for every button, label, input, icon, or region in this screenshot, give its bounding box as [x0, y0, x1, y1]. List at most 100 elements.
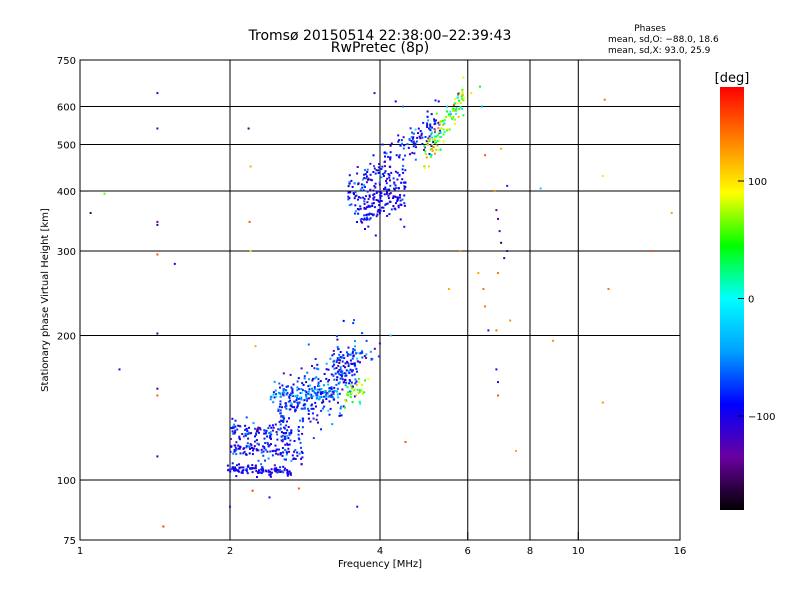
data-point	[317, 381, 320, 384]
data-point	[267, 470, 270, 473]
data-point	[267, 457, 270, 460]
data-point	[359, 196, 362, 199]
data-point	[450, 115, 453, 118]
data-point	[299, 396, 302, 399]
data-point	[297, 397, 300, 400]
data-point	[354, 210, 357, 213]
data-point	[339, 356, 342, 359]
data-point	[248, 426, 250, 429]
data-point	[334, 372, 337, 375]
data-point	[279, 409, 282, 412]
y-tick-label: 300	[57, 247, 76, 258]
data-point	[278, 391, 281, 394]
data-point	[347, 198, 350, 201]
data-point	[480, 105, 483, 108]
data-point	[339, 373, 342, 376]
data-point	[320, 395, 323, 398]
data-point	[401, 142, 403, 145]
data-point	[156, 127, 159, 130]
data-point	[438, 129, 441, 132]
data-point	[377, 208, 380, 211]
data-point	[297, 433, 300, 436]
data-point	[245, 416, 248, 419]
data-point	[372, 189, 375, 192]
data-point	[270, 468, 273, 471]
data-point	[279, 471, 282, 473]
x-tick-label: 16	[674, 546, 687, 557]
data-point	[235, 475, 238, 478]
data-point	[431, 136, 434, 139]
data-point	[435, 141, 437, 144]
data-point	[414, 145, 417, 147]
data-point	[332, 360, 335, 363]
data-point	[256, 476, 258, 478]
data-point	[399, 199, 402, 202]
data-point	[601, 175, 604, 177]
legend-heading: Phases	[634, 24, 666, 34]
data-point	[373, 92, 376, 95]
data-point	[280, 415, 283, 418]
data-point	[345, 351, 348, 354]
data-point	[389, 151, 392, 154]
data-point	[323, 390, 326, 392]
data-point	[348, 182, 351, 185]
data-point	[344, 375, 347, 377]
data-point	[264, 448, 267, 451]
data-point	[254, 345, 257, 348]
data-point	[347, 370, 350, 373]
data-point	[404, 154, 406, 157]
data-point	[295, 399, 298, 401]
data-point	[248, 445, 251, 448]
data-point	[234, 425, 237, 428]
data-point	[315, 418, 318, 421]
data-point	[441, 120, 444, 122]
data-point	[331, 423, 334, 426]
data-point	[335, 361, 338, 364]
data-point	[283, 435, 286, 438]
data-point	[298, 438, 301, 441]
data-point	[394, 184, 397, 187]
data-point	[364, 228, 366, 230]
data-point	[339, 368, 342, 371]
data-point	[264, 442, 267, 444]
data-point	[347, 185, 350, 188]
data-point	[397, 204, 400, 207]
data-point	[440, 136, 443, 139]
data-point	[286, 451, 288, 454]
data-point	[455, 112, 457, 115]
data-point	[335, 383, 338, 386]
data-point	[289, 439, 292, 442]
data-point	[264, 429, 267, 432]
data-point	[424, 153, 427, 156]
data-point	[373, 167, 376, 170]
data-point	[458, 92, 461, 95]
data-point	[264, 459, 266, 462]
data-point	[442, 140, 445, 143]
data-point	[226, 464, 229, 467]
data-point	[231, 430, 234, 433]
data-point	[320, 409, 323, 412]
data-point	[278, 428, 281, 431]
data-point	[364, 207, 367, 210]
data-point	[265, 429, 268, 432]
data-point	[393, 188, 396, 191]
data-point	[246, 442, 249, 445]
data-point	[268, 424, 271, 427]
data-point	[382, 210, 385, 212]
data-point	[319, 380, 322, 383]
data-point	[308, 384, 311, 387]
legend-x-stats: mean, sd,X: 93.0, 25.9	[608, 46, 711, 56]
data-point	[238, 425, 241, 428]
data-point	[389, 144, 392, 147]
data-point	[363, 202, 366, 205]
data-point	[348, 181, 351, 184]
data-point	[310, 396, 313, 399]
data-point	[362, 189, 365, 192]
data-point	[294, 409, 297, 412]
data-point	[278, 420, 281, 423]
data-point	[414, 142, 417, 145]
data-point	[285, 404, 287, 407]
data-point	[290, 386, 293, 389]
colorbar-tick-label: −100	[748, 412, 775, 423]
data-point	[459, 250, 462, 252]
